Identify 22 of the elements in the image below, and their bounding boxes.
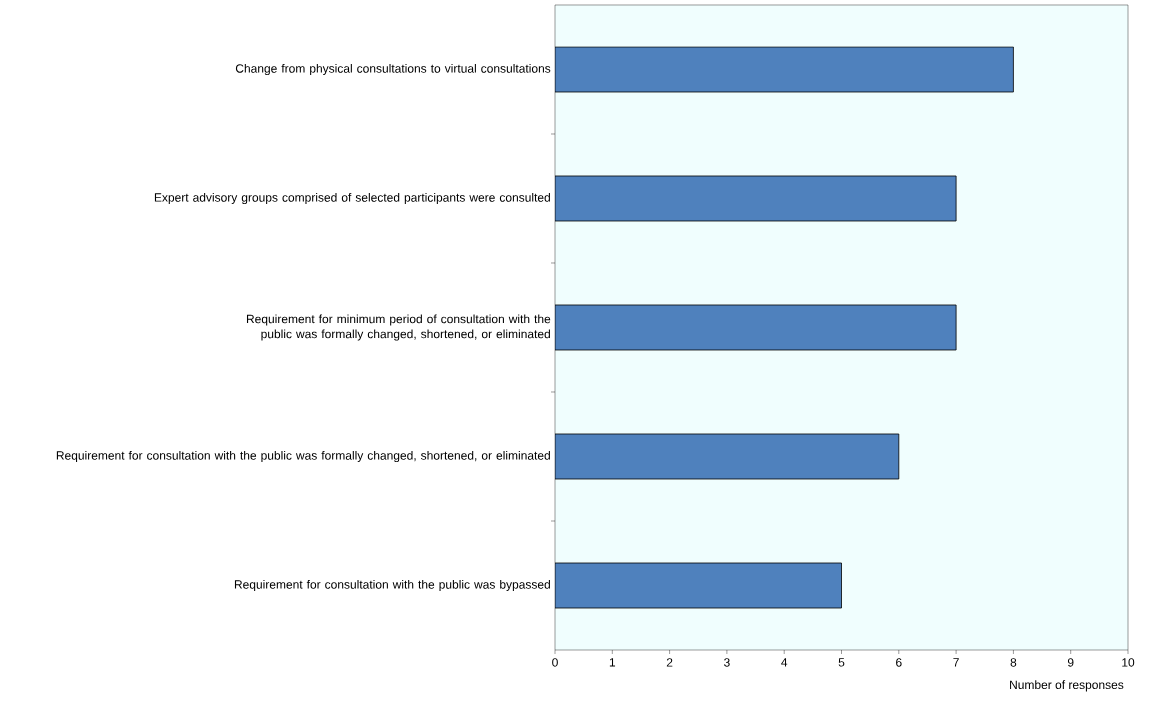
bar	[555, 433, 900, 480]
y-tick-label: Requirement for minimum period of consultation with the public was formally changed, shortened, or eliminated	[246, 314, 551, 341]
x-tick-label: 1	[609, 658, 616, 667]
bar	[555, 46, 1014, 93]
x-tick-label: 10	[1122, 658, 1135, 667]
y-tick-label: Change from physical consultations to virtual consultations	[235, 63, 551, 76]
x-tick-label: 0	[552, 658, 558, 667]
y-tick-label: Expert advisory groups comprised of selected participants were consulted	[154, 192, 550, 205]
x-tick-label: 3	[724, 658, 730, 667]
x-tick-label: 8	[1010, 658, 1017, 667]
x-tick-label: 7	[953, 658, 959, 667]
y-tick-label: Requirement for consultation with the public was formally changed, shortened, or eliminated	[56, 450, 550, 463]
x-tick-label: 5	[838, 658, 845, 667]
x-tick-label: 6	[896, 658, 902, 667]
bar	[555, 175, 957, 222]
x-tick-label: 2	[666, 658, 673, 667]
x-axis-title: Number of responses	[1010, 680, 1124, 692]
x-tick-label: 9	[1067, 658, 1074, 667]
x-tick-label: 4	[781, 658, 788, 667]
y-tick-label: Requirement for consultation with the public was bypassed	[234, 579, 550, 592]
bar	[555, 304, 957, 351]
bar	[555, 562, 842, 609]
